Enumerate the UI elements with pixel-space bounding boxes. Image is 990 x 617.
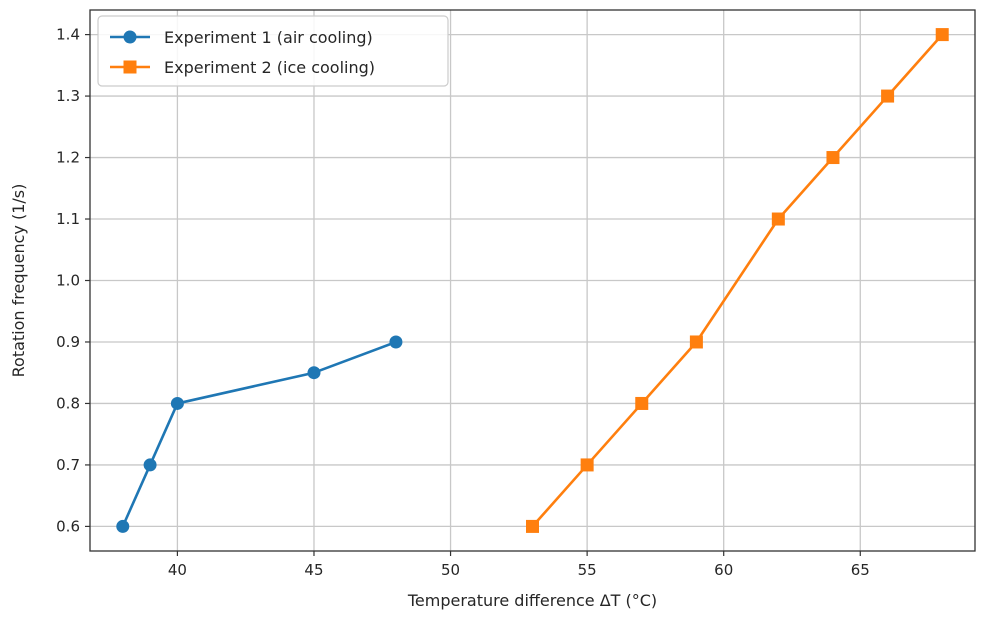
series-1 [116,335,403,533]
legend-label: Experiment 1 (air cooling) [164,28,373,47]
legend-marker [123,60,137,74]
data-point [116,519,130,533]
data-point [771,212,785,226]
legend-entry-1: Experiment 1 (air cooling) [110,28,373,47]
data-point [526,519,539,533]
series-layer [116,28,949,533]
x-axis-label: Temperature difference ΔT (°C) [407,591,657,610]
x-tick-label: 40 [168,561,187,579]
data-point [389,335,403,349]
legend-label: Experiment 2 (ice cooling) [164,58,375,77]
y-tick-label: 0.9 [56,333,80,351]
data-point [881,89,895,103]
series-2 [526,28,949,533]
y-tick-label: 0.6 [56,517,80,535]
y-tick-label: 0.8 [56,394,80,412]
data-point [826,151,840,165]
data-point [170,396,184,410]
legend-box [97,15,449,87]
x-tick-label: 45 [304,561,323,579]
x-tick-label: 60 [714,561,733,579]
data-point [935,28,949,42]
y-tick-label: 1.2 [56,149,80,167]
data-point [307,366,321,380]
legend: Experiment 1 (air cooling) Experiment 2 (… [97,15,449,87]
y-tick-label: 0.7 [56,456,80,474]
y-tick-label: 1.4 [56,26,80,44]
axis-ticks: 40 45 50 55 60 65 0.6 0.7 0.8 0.9 1.0 1.1 1.2 1.3 1.4 [56,26,870,579]
x-tick-label: 65 [851,561,870,579]
y-tick-label: 1.3 [56,87,80,105]
data-point [635,396,649,410]
data-point [143,458,157,472]
x-tick-label: 50 [441,561,460,579]
y-tick-label: 1.0 [56,272,80,290]
legend-entry-2: Experiment 2 (ice cooling) [110,58,375,77]
data-point [580,458,594,472]
y-axis-label: Rotation frequency (1/s) [9,184,28,378]
series-line-2 [531,33,944,528]
x-tick-label: 55 [578,561,597,579]
y-tick-label: 1.1 [56,210,80,228]
data-point [689,335,703,349]
legend-marker [123,30,137,44]
